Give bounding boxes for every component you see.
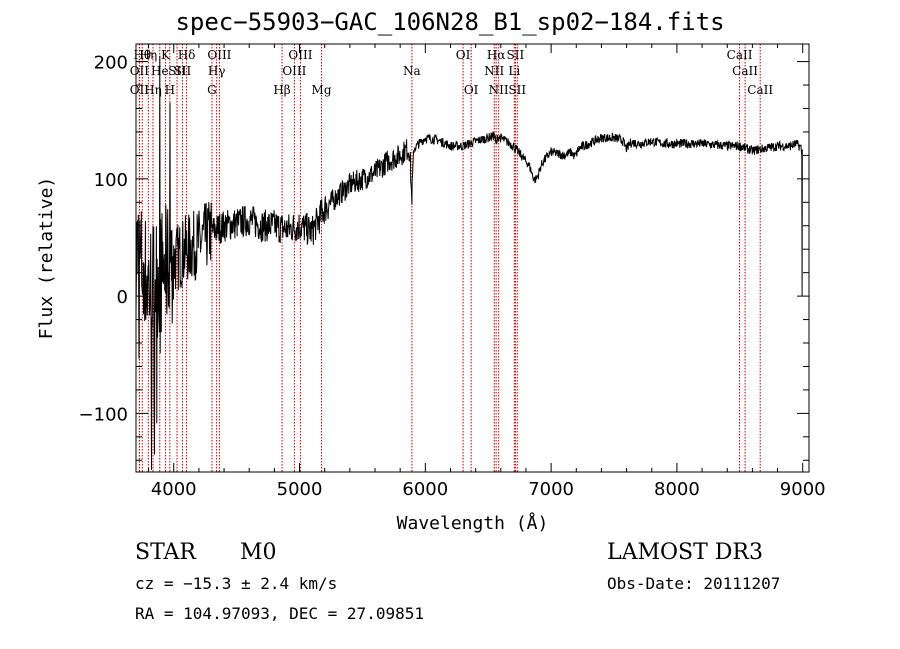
line-label: OIII [282, 64, 306, 78]
line-label: SII [174, 64, 192, 78]
line-label: Hβ [273, 83, 290, 97]
x-axis-label: Wavelength (Å) [397, 512, 549, 534]
line-label: Na [403, 64, 421, 78]
chart-title: spec−55903−GAC_106N28_B1_sp02−184.fits [175, 8, 725, 36]
line-markers [138, 44, 761, 472]
line-label: Hα [487, 48, 506, 62]
line-label: SII [508, 83, 526, 97]
line-label: OII [130, 64, 150, 78]
x-tick-label: 4000 [151, 479, 197, 500]
line-label: OIII [288, 48, 312, 62]
line-label: CaII [747, 83, 773, 97]
x-tick-label: 6000 [402, 479, 448, 500]
redshift-text: cz = −15.3 ± 2.4 km/s [135, 574, 338, 593]
line-label: OI [464, 83, 479, 97]
line-label: G [207, 83, 217, 97]
line-label: SII [507, 48, 525, 62]
line-label: K [161, 48, 171, 62]
object-subclass: M0 [240, 540, 277, 565]
axes: 4000 5000 6000 7000 8000 9000 −100 0 100 200 Wavel… [36, 44, 826, 534]
y-tick-label: 0 [117, 287, 128, 308]
y-axis-label: Flux (relative) [36, 177, 57, 340]
x-tick-label: 9000 [780, 479, 826, 500]
line-label: CaII [732, 64, 758, 78]
line-label: OIII [207, 48, 231, 62]
x-tick-label: 8000 [654, 479, 700, 500]
line-label: Hδ [178, 48, 196, 62]
line-label: CaII [727, 48, 753, 62]
obs-date: Obs-Date: 20111207 [607, 574, 781, 593]
coordinates-text: RA = 104.97093, DEC = 27.09851 [135, 604, 424, 623]
plot-frame [135, 43, 810, 473]
line-label: OI [456, 48, 471, 62]
line-label: NII [489, 83, 509, 97]
y-tick-label: 200 [94, 53, 128, 74]
survey-label: LAMOST DR3 [607, 540, 763, 565]
line-label: Hη [144, 83, 162, 97]
x-tick-label: 5000 [277, 479, 323, 500]
y-tick-label: 100 [94, 170, 128, 191]
spectrum-line [135, 55, 803, 470]
x-tick-label: 7000 [528, 479, 574, 500]
line-label: SII [168, 64, 186, 78]
line-label: Hθ [133, 48, 151, 62]
line-label: H [165, 83, 175, 97]
line-label: Li [508, 64, 520, 78]
line-label: Mg [312, 83, 332, 97]
line-label: Hη [139, 48, 157, 62]
y-tick-label: −100 [79, 404, 128, 425]
line-label: OII [130, 83, 150, 97]
object-class: STAR [135, 540, 196, 565]
line-label: Hγ [208, 64, 226, 78]
line-label: NII [484, 64, 504, 78]
